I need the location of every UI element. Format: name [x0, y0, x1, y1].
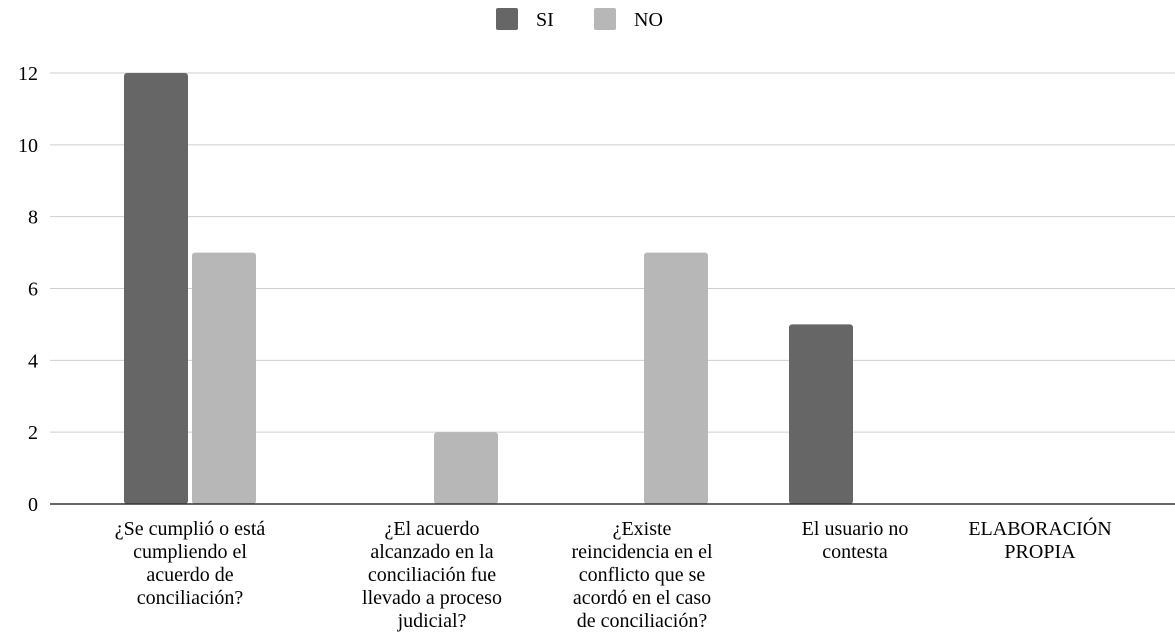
x-category-label-line: conflicto que se	[579, 564, 706, 586]
x-axis-category-labels: ¿Se cumplió o está cumpliendo el acuerdo d…	[115, 516, 1112, 632]
y-tick-label: 4	[28, 350, 38, 372]
legend-label-no: NO	[634, 9, 663, 31]
x-category-label-line: alcanzado en la	[370, 541, 493, 563]
x-category-label-line: conciliación fue	[368, 564, 496, 586]
bars	[124, 73, 853, 504]
bar-no-2	[434, 432, 498, 504]
legend-swatch-si	[496, 8, 518, 30]
x-category-label-line: cumpliendo el	[133, 541, 247, 563]
x-category-label-line: El usuario no	[802, 518, 909, 540]
x-category-label: ¿El acuerdo alcanzado en la conciliación f…	[362, 518, 502, 632]
y-axis-ticks: 0 2 4 6 8 10 12	[18, 63, 38, 516]
bar-si-1	[124, 73, 188, 504]
y-tick-label: 8	[28, 207, 38, 229]
y-tick-label: 2	[28, 422, 38, 444]
x-category-label-line: PROPIA	[1004, 541, 1076, 563]
x-category-label-line: ¿El acuerdo	[385, 518, 480, 540]
x-category-label-line: conciliación?	[137, 587, 244, 609]
y-tick-label: 10	[18, 135, 38, 157]
legend-label-si: SI	[536, 9, 554, 31]
x-category-label-line: ¿Existe	[613, 518, 672, 540]
bar-si-4	[789, 324, 853, 504]
x-category-label-line: ¿Se cumplió o está	[115, 518, 266, 540]
x-category-label-line: llevado a proceso	[362, 587, 502, 609]
x-category-label: ELABORACIÓN PROPIA	[968, 516, 1111, 563]
x-category-label-line: de conciliación?	[577, 610, 708, 632]
x-category-label-line: judicial?	[397, 610, 467, 632]
y-tick-label: 6	[28, 279, 38, 301]
x-category-label-line: acuerdo de	[146, 564, 233, 586]
x-category-label-line: reincidencia en el	[571, 541, 712, 563]
x-category-label-line: contesta	[822, 541, 888, 563]
y-tick-label: 0	[28, 494, 38, 516]
legend: SI NO	[496, 8, 663, 31]
x-category-label-line: ELABORACIÓN	[968, 516, 1111, 540]
bar-no-3	[644, 252, 708, 504]
x-category-label: ¿Existe reincidencia en el conflicto que s…	[571, 518, 712, 632]
x-category-label: El usuario no contesta	[802, 518, 909, 563]
legend-swatch-no	[594, 8, 616, 30]
y-tick-label: 12	[18, 63, 38, 85]
x-category-label: ¿Se cumplió o está cumpliendo el acuerdo d…	[115, 518, 266, 609]
bar-no-1	[192, 252, 256, 504]
x-category-label-line: acordó en el caso	[573, 587, 711, 609]
